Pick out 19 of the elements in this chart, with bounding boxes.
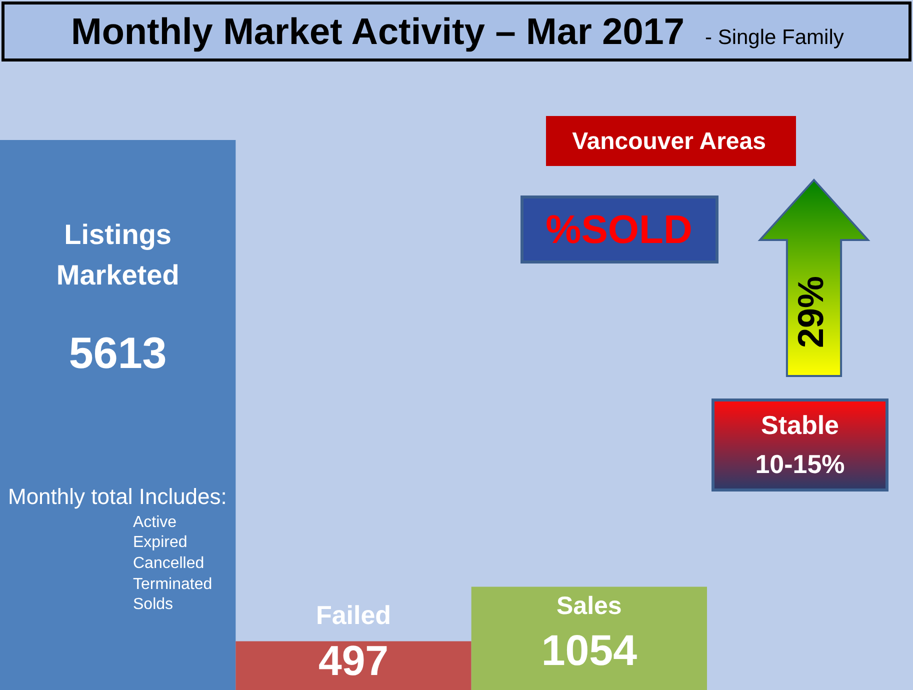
- text: Stable: [760, 410, 840, 440]
- x-tick-label: Failed: [316, 600, 392, 630]
- annotation: Expired: [133, 534, 188, 551]
- x-tick-label: Listings Marketed: [56, 219, 180, 291]
- annotation: %SOLD: [546, 208, 692, 252]
- annotation: Solds: [133, 596, 174, 613]
- annotation: Vancouver Areas: [572, 128, 766, 155]
- data-label: 1054: [541, 627, 638, 675]
- annotation: Active: [133, 514, 177, 531]
- annotation: Cancelled: [133, 555, 204, 572]
- annotation: Monthly total Includes:: [8, 484, 227, 509]
- text: 10-15%: [755, 449, 845, 479]
- data-label: 497: [318, 637, 389, 684]
- text: - Single Family: [705, 26, 844, 49]
- data-label: 5613: [68, 329, 167, 378]
- x-tick-label: Sales: [556, 592, 622, 620]
- annotation: Terminated: [133, 576, 212, 593]
- chart-title: Monthly Market Activity – Mar 2017: [71, 11, 684, 52]
- text: 29%: [790, 276, 831, 348]
